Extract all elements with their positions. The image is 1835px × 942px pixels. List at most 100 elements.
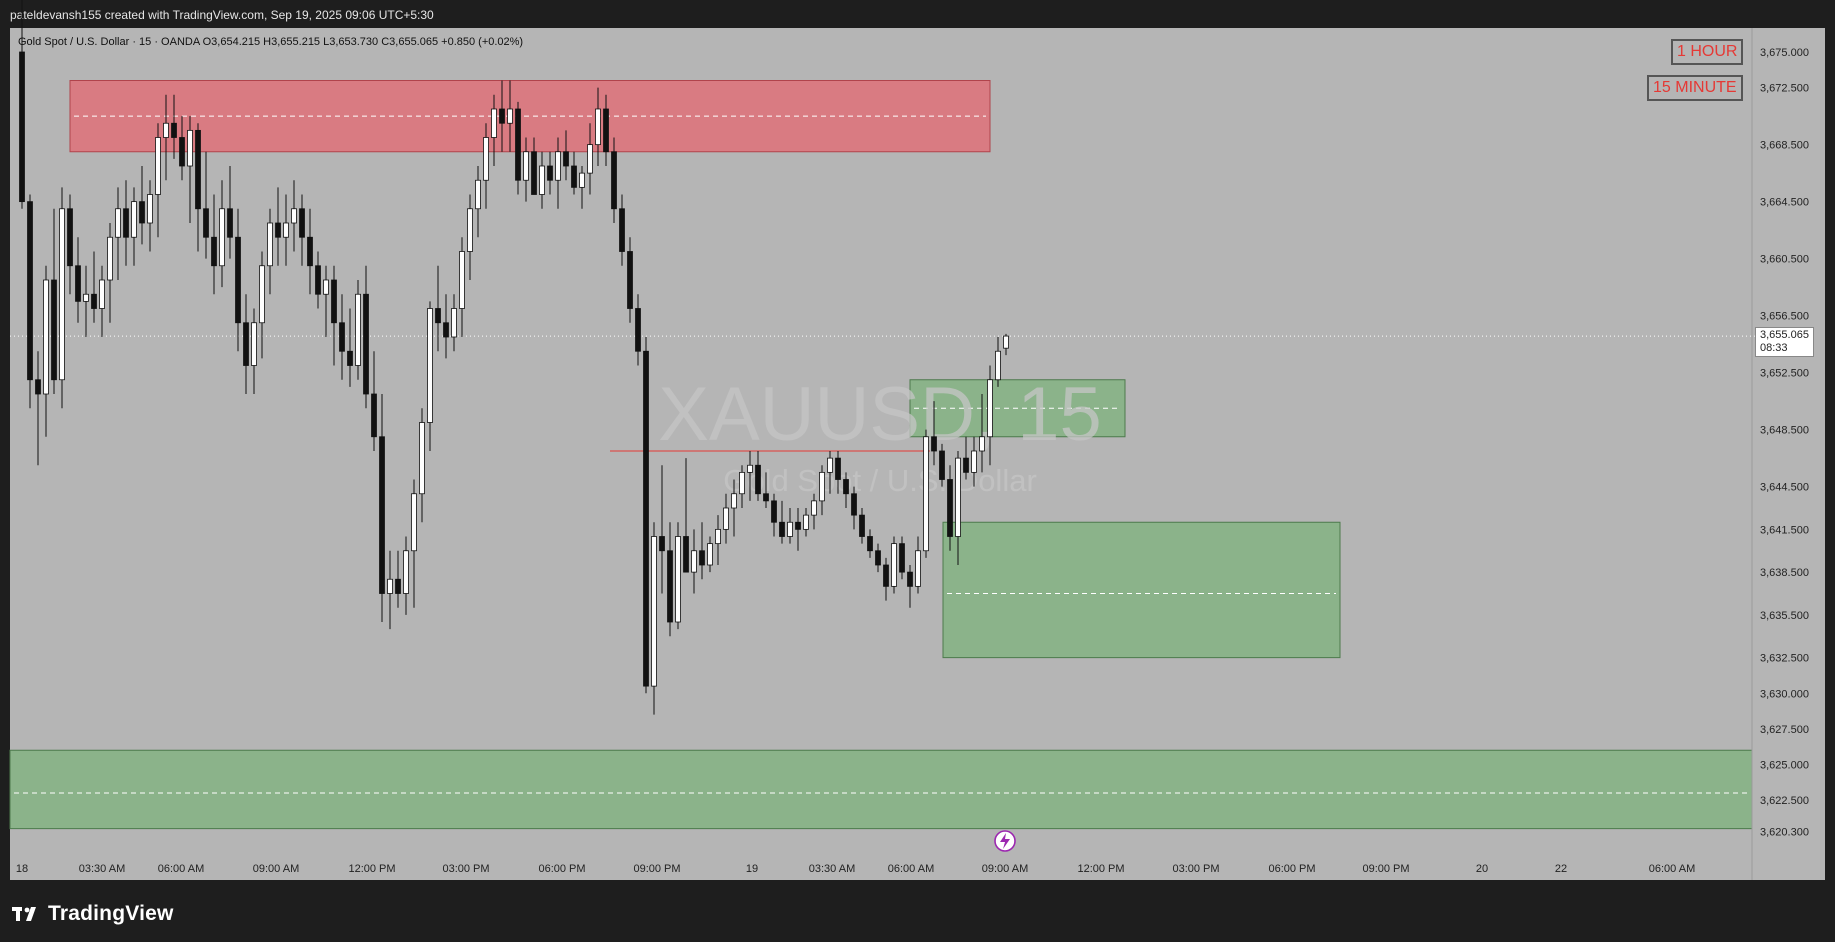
candle-body[interactable] [803,514,809,530]
candle-body[interactable] [883,564,889,587]
candle-body[interactable] [819,471,825,502]
candle-body[interactable] [459,251,465,309]
candle-body[interactable] [451,308,457,338]
candle-body[interactable] [443,322,449,338]
demand-zone[interactable] [942,521,1341,659]
candle-body[interactable] [147,194,153,224]
candle-body[interactable] [19,51,25,203]
candle-body[interactable] [323,279,329,295]
candle-body[interactable] [387,578,393,594]
symbol-legend[interactable]: Gold Spot / U.S. Dollar · 15 · OANDA O3,… [18,36,523,48]
candle-body[interactable] [763,493,769,502]
candle-body[interactable] [771,500,777,523]
candle-body[interactable] [915,550,921,587]
candle-body[interactable] [747,464,753,473]
candle-body[interactable] [43,279,49,395]
candle-body[interactable] [491,108,497,138]
candle-body[interactable] [163,122,169,138]
candle-body[interactable] [851,493,857,516]
candle-body[interactable] [75,265,81,302]
candle-body[interactable] [795,521,801,530]
candle-body[interactable] [579,172,585,188]
candle-body[interactable] [371,393,377,438]
candle-body[interactable] [731,493,737,509]
candle-body[interactable] [931,436,937,452]
candle-body[interactable] [91,293,97,309]
candle-body[interactable] [827,457,833,473]
candle-body[interactable] [627,251,633,309]
candle-body[interactable] [563,151,569,167]
candle-body[interactable] [947,479,953,537]
candle-body[interactable] [811,500,817,516]
candle-body[interactable] [555,151,561,181]
candle-body[interactable] [635,308,641,352]
candle-body[interactable] [963,457,969,473]
candle-body[interactable] [195,129,201,210]
candle-body[interactable] [307,236,313,267]
candle-body[interactable] [755,464,761,495]
supply-zone[interactable] [69,80,991,153]
candle-body[interactable] [171,122,177,138]
candle-body[interactable] [107,236,113,281]
candle-body[interactable] [227,208,233,238]
candle-body[interactable] [843,479,849,495]
candle-body[interactable] [331,279,337,324]
candle-body[interactable] [291,208,297,224]
candle-body[interactable] [499,108,505,124]
candle-body[interactable] [907,571,913,587]
candle-body[interactable] [707,543,713,566]
candle-body[interactable] [411,493,417,552]
candle-body[interactable] [651,536,657,687]
candle-body[interactable] [939,450,945,480]
candle-body[interactable] [531,151,537,195]
candle-body[interactable] [611,151,617,210]
candle-body[interactable] [995,350,1001,381]
candle-body[interactable] [27,201,33,381]
candle-body[interactable] [203,208,209,238]
candle-body[interactable] [99,279,105,309]
candle-body[interactable] [683,536,689,573]
chart-frame[interactable] [10,28,1825,880]
candle-body[interactable] [299,208,305,238]
candle-body[interactable] [187,129,193,167]
candle-body[interactable] [427,308,433,423]
candle-body[interactable] [715,528,721,545]
candle-body[interactable] [971,450,977,473]
candle-body[interactable] [787,521,793,537]
candle-body[interactable] [379,436,385,594]
candle-body[interactable] [619,208,625,252]
candle-body[interactable] [739,471,745,495]
candle-body[interactable] [123,208,129,238]
candle-body[interactable] [219,208,225,267]
candle-body[interactable] [211,236,217,267]
candle-body[interactable] [51,279,57,381]
candle-body[interactable] [363,293,369,395]
candle-body[interactable] [139,201,145,224]
candle-body[interactable] [547,165,553,181]
candle-body[interactable] [643,350,649,687]
candle-body[interactable] [891,543,897,587]
candle-body[interactable] [339,322,345,352]
candle-body[interactable] [723,507,729,530]
candle-body[interactable] [1003,335,1009,349]
candle-body[interactable] [675,536,681,623]
candle-body[interactable] [507,108,513,124]
candle-body[interactable] [899,543,905,573]
candle-body[interactable] [571,165,577,188]
candle-body[interactable] [67,208,73,267]
candle-body[interactable] [419,422,425,495]
candle-body[interactable] [875,550,881,566]
candle-body[interactable] [267,222,273,267]
candle-body[interactable] [483,137,489,181]
lightning-icon[interactable] [994,830,1016,852]
candle-body[interactable] [835,457,841,480]
tradingview-brand[interactable]: TradingView [12,902,174,926]
candle-body[interactable] [515,108,521,181]
candle-body[interactable] [251,322,257,366]
candle-body[interactable] [259,265,265,324]
candle-body[interactable] [435,308,441,324]
candle-body[interactable] [523,151,529,181]
candle-body[interactable] [779,521,785,537]
candle-body[interactable] [979,436,985,452]
candle-body[interactable] [283,222,289,238]
